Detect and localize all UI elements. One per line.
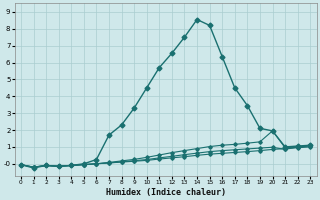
X-axis label: Humidex (Indice chaleur): Humidex (Indice chaleur) — [106, 188, 226, 197]
